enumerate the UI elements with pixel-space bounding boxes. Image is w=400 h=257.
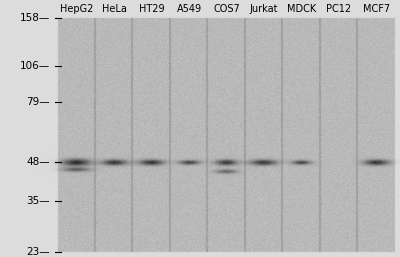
Text: A549: A549 <box>176 4 202 14</box>
Text: COS7: COS7 <box>213 4 240 14</box>
Text: 48—: 48— <box>26 157 50 167</box>
Text: 35—: 35— <box>26 196 50 206</box>
Text: 23—: 23— <box>26 247 50 257</box>
Text: HeLa: HeLa <box>102 4 127 14</box>
Text: 158—: 158— <box>20 13 50 23</box>
Text: HepG2: HepG2 <box>60 4 94 14</box>
Text: HT29: HT29 <box>139 4 164 14</box>
Text: MCF7: MCF7 <box>363 4 390 14</box>
Text: 79—: 79— <box>26 97 50 107</box>
Text: PC12: PC12 <box>326 4 351 14</box>
Text: MDCK: MDCK <box>287 4 316 14</box>
Text: Jurkat: Jurkat <box>250 4 278 14</box>
Text: 106—: 106— <box>20 61 50 71</box>
